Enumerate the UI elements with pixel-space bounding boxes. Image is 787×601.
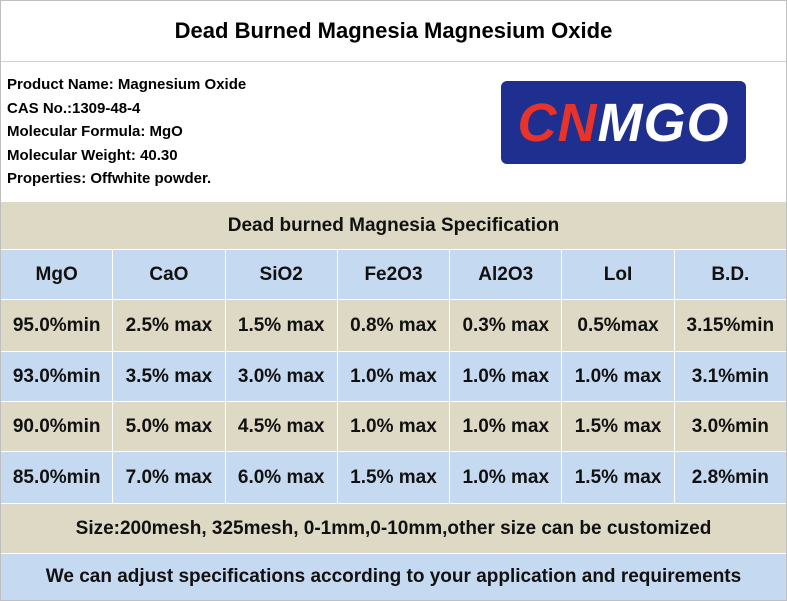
data-cell: 3.5% max	[113, 352, 226, 401]
info-line: Molecular Formula: MgO	[7, 123, 183, 140]
product-info: Product Name: Magnesium Oxide CAS No.:130…	[7, 73, 246, 191]
header-row: MgO CaO SiO2 Fe2O3 Al2O3 LoI B.D.	[1, 249, 786, 299]
data-cell: 1.0% max	[450, 352, 563, 401]
info-line: CAS No.:1309-48-4	[7, 99, 141, 117]
data-cell: 3.15%min	[686, 314, 775, 336]
data-cell: 1.5% max	[562, 402, 675, 451]
table-title-row: Dead burned Magnesia Specification	[1, 201, 786, 249]
data-cell: 1.0% max	[450, 402, 563, 451]
data-cell: 6.0% max	[226, 452, 338, 503]
data-row: 90.0%min 5.0% max 4.5% max 1.0% max 1.0% max…	[1, 401, 786, 451]
logo-text: MGO	[597, 92, 730, 153]
data-cell: 1.5% max	[338, 452, 451, 503]
header-cell: LoI	[562, 250, 675, 299]
data-cell: 1.0% max	[562, 352, 675, 401]
data-row: 85.0%min 7.0% max 6.0% max 1.5% max 1.0% max…	[1, 451, 786, 503]
data-cell: 0.3% max	[450, 300, 563, 351]
header-cell: SiO2	[226, 250, 338, 299]
data-cell: 93.0%min	[1, 352, 114, 401]
page-title: Dead Burned Magnesia Magnesium Oxide	[1, 1, 786, 62]
data-row: 95.0%min 2.5% max 1.5% max 0.8% max 0.3% max…	[1, 299, 786, 351]
data-cell: 85.0%min	[1, 452, 114, 503]
data-cell: 2.8%min	[691, 466, 769, 488]
info-line: Product Name: Magnesium Oxide	[7, 76, 247, 93]
header-cell: Al2O3	[450, 250, 563, 299]
data-cell: 3.1%min	[691, 365, 769, 387]
info-line: Properties: Offwhite powder.	[7, 170, 212, 187]
data-cell: 7.0% max	[113, 452, 226, 503]
data-cell: 4.5% max	[226, 402, 338, 451]
data-cell: 0.5%max	[562, 300, 675, 351]
data-cell: 1.0% max	[338, 352, 451, 401]
note-row: Size:200mesh, 325mesh, 0-1mm,0-10mm,othe…	[1, 503, 786, 553]
data-cell: 1.5% max	[226, 300, 338, 351]
data-cell: 1.0% max	[450, 452, 563, 503]
header-cell: Fe2O3	[338, 250, 451, 299]
data-cell: 5.0% max	[113, 402, 226, 451]
note: We can adjust specifications according t…	[45, 566, 742, 587]
data-row: 93.0%min 3.5% max 3.0% max 1.0% max 1.0% max…	[1, 351, 786, 401]
note-row: We can adjust specifications according t…	[1, 553, 786, 600]
data-cell: 1.5% max	[562, 452, 675, 503]
data-cell: 2.5% max	[113, 300, 226, 351]
data-cell: 1.0% max	[338, 402, 451, 451]
data-cell: 3.0%min	[691, 415, 769, 437]
note: Size:200mesh, 325mesh, 0-1mm,0-10mm,othe…	[75, 517, 712, 539]
logo: CN MGO	[501, 81, 746, 164]
data-cell: 95.0%min	[1, 300, 114, 351]
header-cell: B.D.	[711, 263, 750, 285]
info-line: Molecular Weight: 40.30	[7, 146, 178, 164]
data-cell: 3.0% max	[226, 352, 338, 401]
header-cell: MgO	[1, 250, 114, 299]
logo-text: CN	[517, 92, 598, 153]
header-cell: CaO	[113, 250, 226, 299]
table-title: Dead burned Magnesia Specification	[227, 214, 560, 236]
data-cell: 90.0%min	[1, 402, 114, 451]
data-cell: 0.8% max	[338, 300, 451, 351]
